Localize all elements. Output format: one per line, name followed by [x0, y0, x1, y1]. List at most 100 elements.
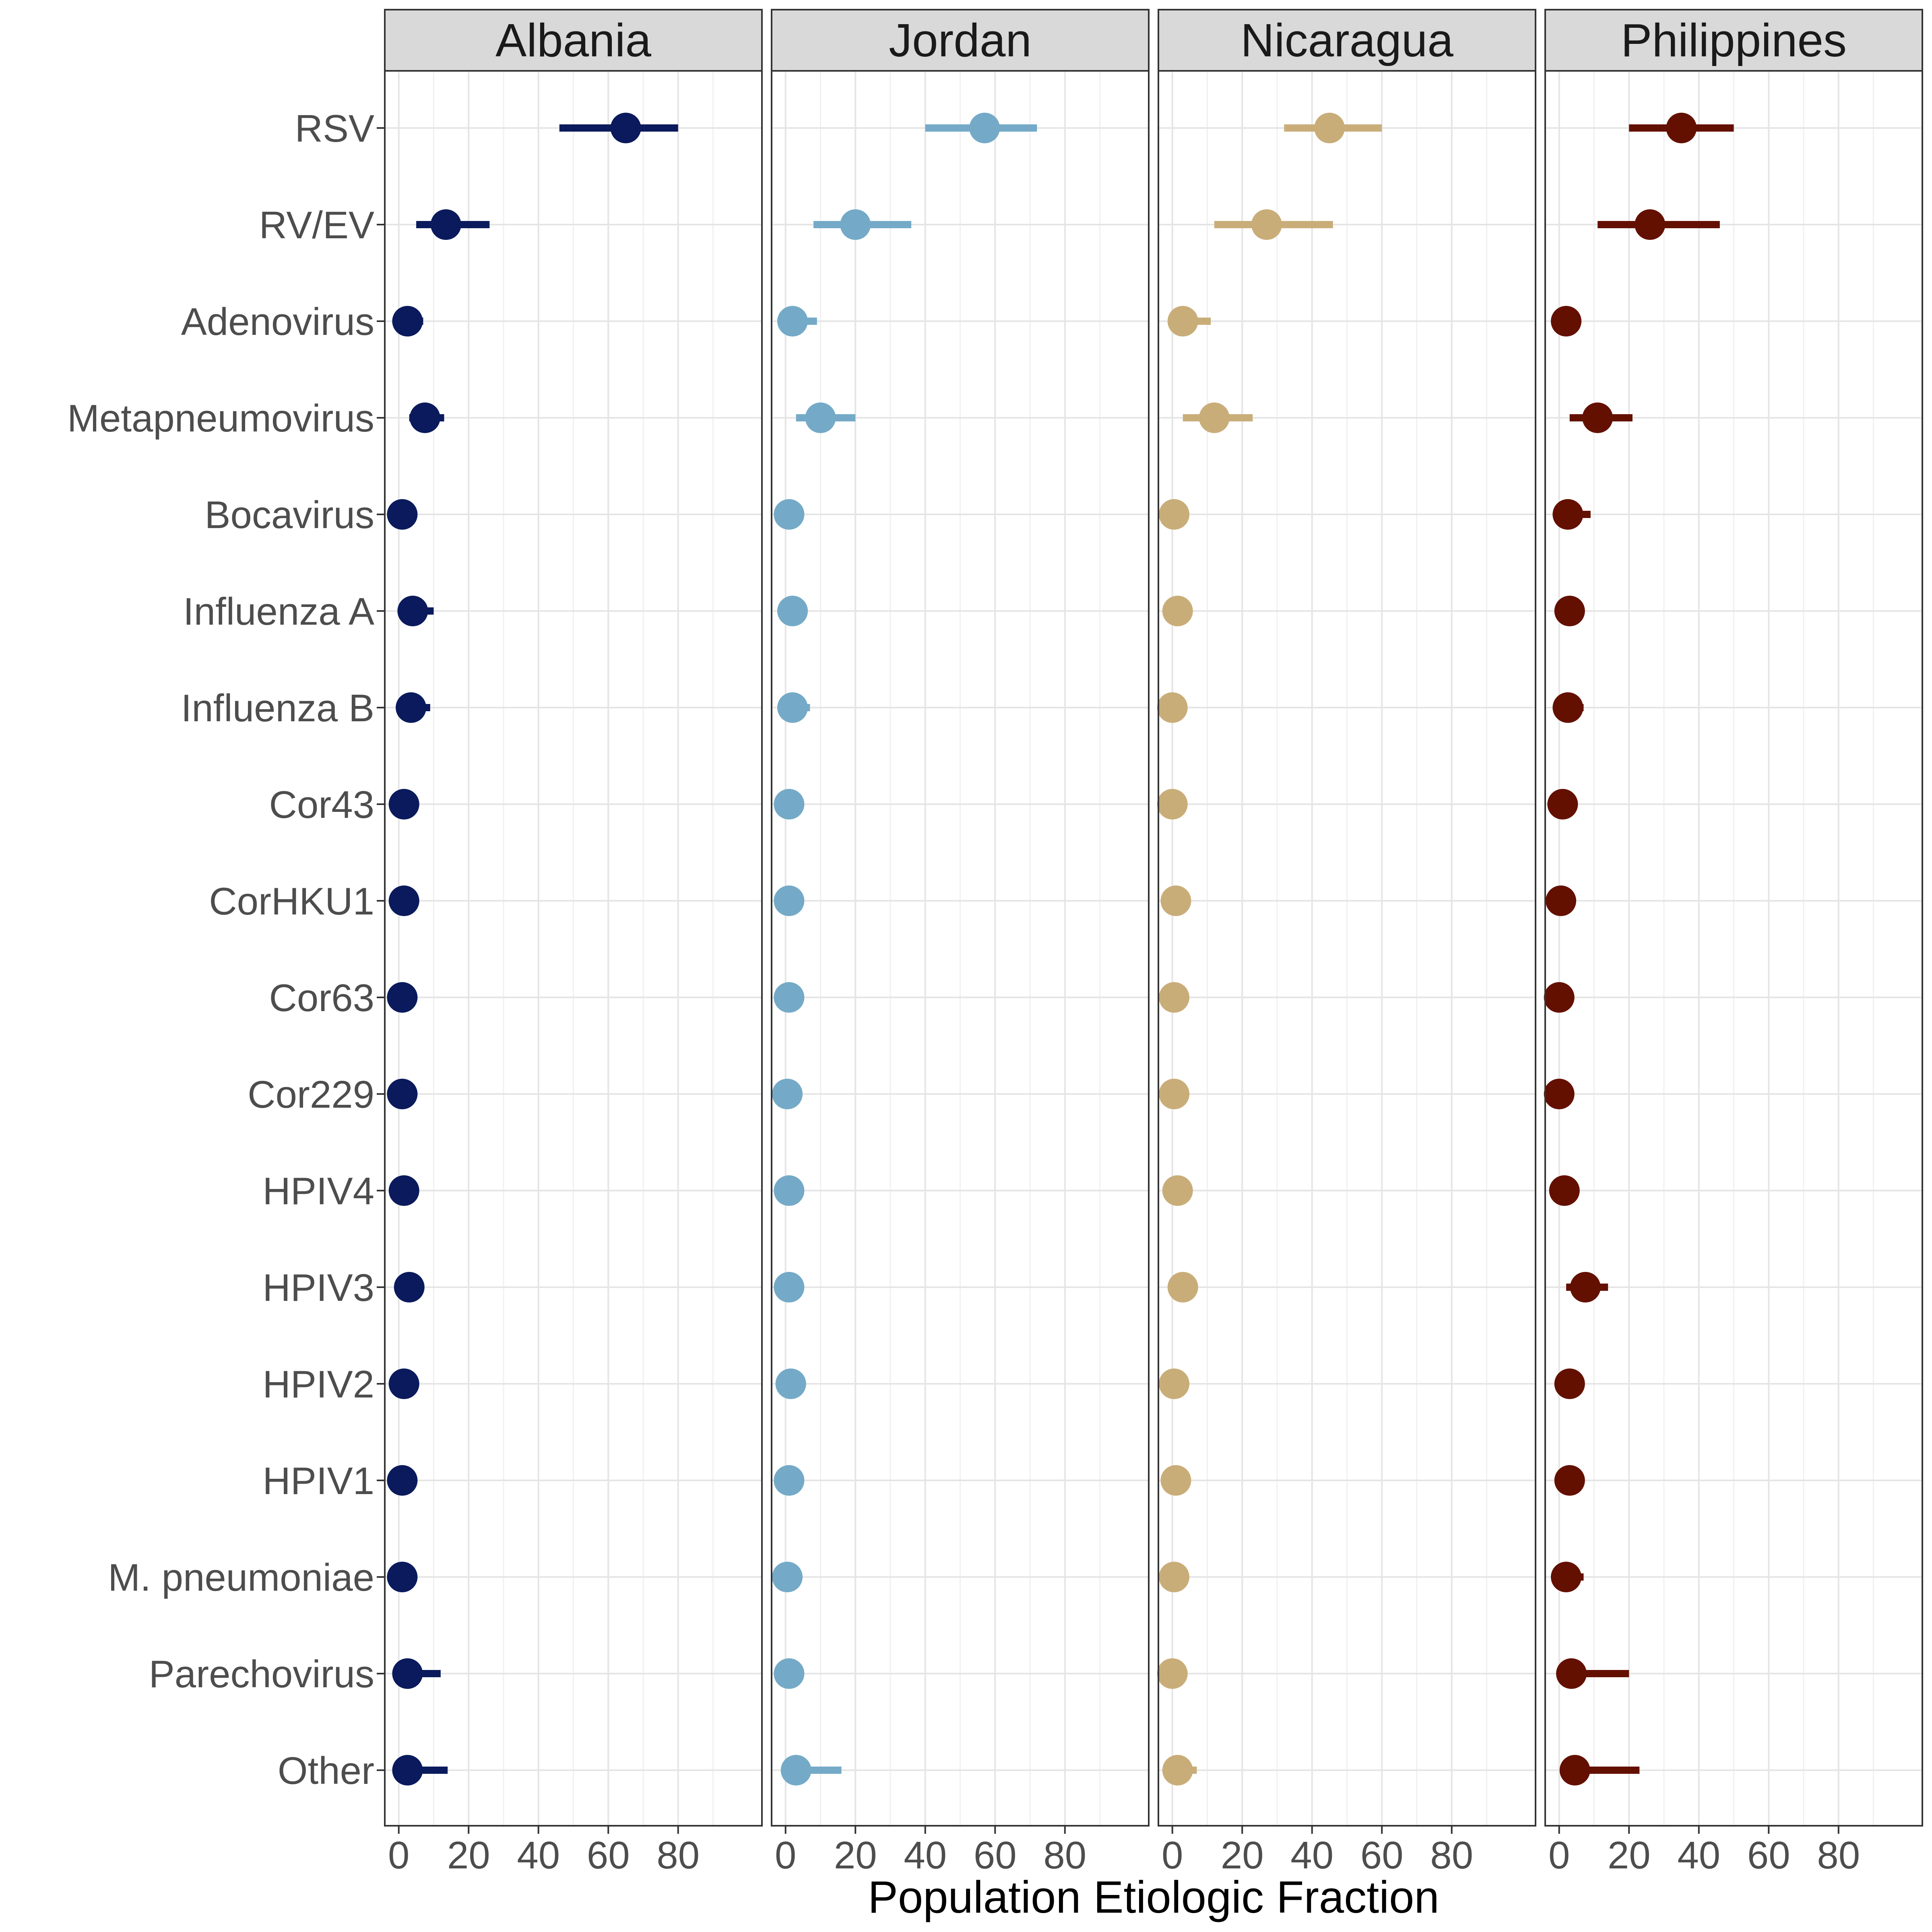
- point-philippines-cor229: [1544, 1079, 1575, 1109]
- x-tick-label-nicaragua: 60: [1360, 1834, 1404, 1877]
- x-tick-label-jordan: 80: [1043, 1834, 1086, 1877]
- x-tick-label-jordan: 20: [834, 1834, 877, 1877]
- point-albania-bocavirus: [387, 499, 418, 530]
- point-jordan-rsv: [969, 113, 1000, 143]
- facet-label-nicaragua: Nicaragua: [1241, 14, 1453, 66]
- point-albania-hpiv1: [387, 1465, 418, 1496]
- facet-strip-jordan: [771, 9, 1150, 72]
- point-jordan-corhku1: [774, 886, 805, 916]
- x-tick-label-nicaragua: 40: [1290, 1834, 1333, 1877]
- x-tick-label-philippines: 80: [1817, 1834, 1860, 1877]
- point-jordan-rv-ev: [840, 209, 871, 240]
- point-albania-corhku1: [388, 886, 419, 916]
- point-jordan-hpiv2: [775, 1368, 806, 1399]
- y-tick-label-adenovirus: Adenovirus: [181, 300, 374, 343]
- point-jordan-m-pneumoniae: [772, 1562, 803, 1592]
- point-jordan-hpiv3: [774, 1272, 805, 1302]
- point-philippines-cor63: [1544, 982, 1575, 1013]
- x-tick-label-albania: 60: [587, 1834, 630, 1877]
- point-philippines-adenovirus: [1551, 306, 1582, 336]
- x-tick-label-albania: 80: [656, 1834, 700, 1877]
- point-philippines-influenza-b: [1552, 692, 1583, 723]
- point-jordan-hpiv4: [774, 1175, 805, 1206]
- point-philippines-parechovirus: [1556, 1658, 1587, 1689]
- y-tick-label-rv-ev: RV/EV: [259, 204, 374, 247]
- y-tick-label-cor43: Cor43: [269, 783, 374, 826]
- facet-strip-nicaragua: [1158, 9, 1536, 72]
- point-philippines-other: [1559, 1755, 1590, 1785]
- point-nicaragua-metapneumovirus: [1199, 402, 1230, 433]
- y-tick-label-m-pneumoniae: M. pneumoniae: [108, 1556, 374, 1599]
- y-tick-label-corhku1: CorHKU1: [209, 880, 374, 923]
- point-nicaragua-cor43: [1157, 789, 1188, 819]
- point-albania-cor229: [387, 1079, 418, 1109]
- point-albania-hpiv3: [394, 1272, 425, 1302]
- y-tick-label-other: Other: [278, 1749, 374, 1792]
- y-tick-label-influenza-a: Influenza A: [183, 590, 374, 633]
- point-nicaragua-hpiv4: [1162, 1175, 1193, 1206]
- point-philippines-hpiv1: [1554, 1465, 1585, 1496]
- point-philippines-metapneumovirus: [1582, 402, 1613, 433]
- point-nicaragua-adenovirus: [1167, 306, 1198, 336]
- x-tick-label-nicaragua: 20: [1221, 1834, 1264, 1877]
- x-tick-label-philippines: 0: [1548, 1834, 1570, 1877]
- point-nicaragua-cor63: [1159, 982, 1190, 1013]
- point-philippines-hpiv2: [1554, 1368, 1585, 1399]
- point-nicaragua-rv-ev: [1251, 209, 1282, 240]
- point-albania-m-pneumoniae: [387, 1562, 418, 1592]
- y-tick-label-cor229: Cor229: [248, 1073, 374, 1116]
- point-albania-rv-ev: [430, 209, 461, 240]
- y-tick-label-rsv: RSV: [295, 107, 374, 150]
- x-tick-label-philippines: 60: [1747, 1834, 1790, 1877]
- point-nicaragua-influenza-a: [1162, 596, 1193, 626]
- x-tick-label-philippines: 20: [1608, 1834, 1651, 1877]
- point-nicaragua-bocavirus: [1159, 499, 1190, 530]
- point-jordan-adenovirus: [777, 306, 808, 336]
- point-albania-cor43: [388, 789, 419, 819]
- x-tick-label-albania: 20: [447, 1834, 490, 1877]
- point-philippines-influenza-a: [1554, 596, 1585, 626]
- point-albania-hpiv2: [388, 1368, 419, 1399]
- y-tick-label-parechovirus: Parechovirus: [149, 1653, 374, 1696]
- y-tick-label-hpiv3: HPIV3: [263, 1266, 374, 1309]
- point-philippines-rsv: [1666, 113, 1697, 143]
- point-jordan-bocavirus: [774, 499, 805, 530]
- x-tick-label-jordan: 0: [775, 1834, 796, 1877]
- point-nicaragua-rsv: [1314, 113, 1345, 143]
- point-philippines-rv-ev: [1635, 209, 1666, 240]
- point-albania-parechovirus: [392, 1658, 423, 1689]
- y-tick-label-cor63: Cor63: [269, 976, 374, 1020]
- point-jordan-metapneumovirus: [805, 402, 836, 433]
- y-tick-label-influenza-b: Influenza B: [181, 687, 374, 730]
- point-nicaragua-corhku1: [1160, 886, 1191, 916]
- y-tick-label-hpiv1: HPIV1: [263, 1459, 374, 1503]
- y-tick-label-hpiv4: HPIV4: [263, 1170, 374, 1213]
- point-albania-hpiv4: [388, 1175, 419, 1206]
- x-tick-label-jordan: 60: [974, 1834, 1017, 1877]
- point-albania-influenza-a: [397, 596, 428, 626]
- x-tick-label-albania: 0: [388, 1834, 409, 1877]
- x-tick-label-jordan: 40: [904, 1834, 947, 1877]
- point-philippines-m-pneumoniae: [1551, 1562, 1582, 1592]
- point-nicaragua-hpiv3: [1167, 1272, 1198, 1302]
- point-jordan-cor229: [772, 1079, 803, 1109]
- y-tick-label-hpiv2: HPIV2: [263, 1363, 374, 1406]
- x-tick-label-nicaragua: 0: [1162, 1834, 1183, 1877]
- point-nicaragua-parechovirus: [1157, 1658, 1188, 1689]
- point-nicaragua-m-pneumoniae: [1159, 1562, 1190, 1592]
- point-albania-rsv: [610, 113, 641, 143]
- y-tick-label-metapneumovirus: Metapneumovirus: [67, 397, 374, 440]
- point-nicaragua-hpiv2: [1159, 1368, 1190, 1399]
- point-philippines-hpiv3: [1570, 1272, 1601, 1302]
- facet-strip-albania: [384, 9, 763, 72]
- point-jordan-cor43: [774, 789, 805, 819]
- facet-label-jordan: Jordan: [889, 14, 1032, 66]
- point-albania-metapneumovirus: [409, 402, 440, 433]
- point-philippines-hpiv4: [1549, 1175, 1580, 1206]
- point-jordan-cor63: [774, 982, 805, 1013]
- point-jordan-influenza-b: [777, 692, 808, 723]
- x-tick-label-philippines: 40: [1677, 1834, 1720, 1877]
- point-philippines-corhku1: [1546, 886, 1577, 916]
- x-tick-label-nicaragua: 80: [1430, 1834, 1473, 1877]
